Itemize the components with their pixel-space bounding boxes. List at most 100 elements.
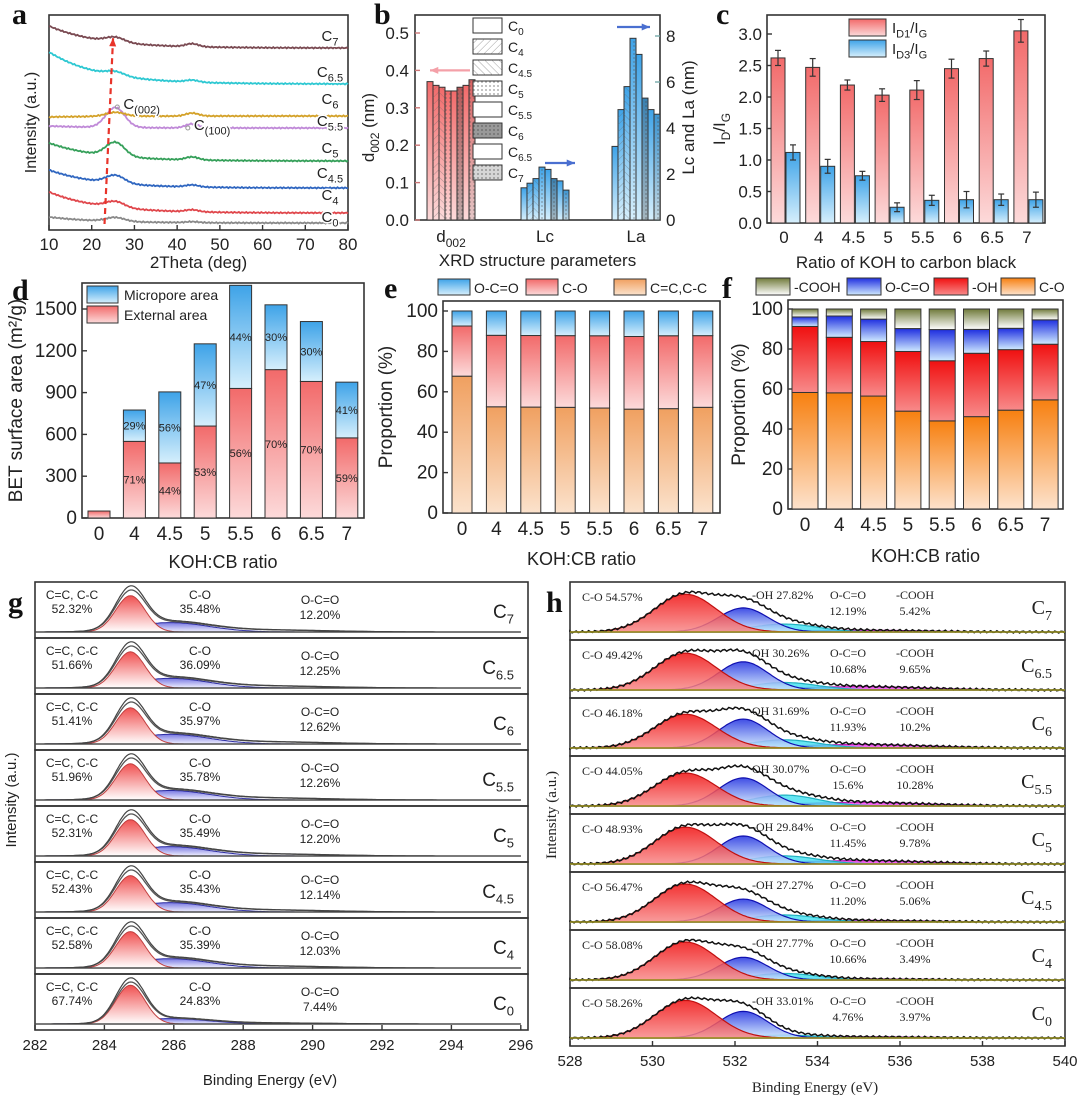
y-tick-label: 20 <box>417 463 438 484</box>
peak-name-oco: O-C=O <box>301 985 339 999</box>
segment-percent-label: 56% <box>230 448 252 460</box>
sample-label: C4.5 <box>482 882 514 907</box>
peak-name-cc: C=C, C-C <box>46 924 99 938</box>
y-tick-label: 1.0 <box>738 151 762 170</box>
y-tick-label: 0.5 <box>738 183 762 202</box>
y-tick-right: 2 <box>666 165 675 184</box>
segment-percent-label: 44% <box>230 332 252 344</box>
x-tick-label: 284 <box>92 1037 117 1054</box>
segment-percent-label: 30% <box>265 332 287 344</box>
stack-segment <box>1031 308 1059 321</box>
y-tick-left: 0.0 <box>385 211 409 230</box>
legend-swatch <box>1000 277 1036 296</box>
bar-pattern <box>433 85 439 220</box>
stack-segment <box>692 310 714 337</box>
legend-label: ID1/IG <box>892 20 927 41</box>
series-label: C0 <box>322 209 339 230</box>
y-axis-title-left: d002 (nm) <box>359 93 382 162</box>
xrd-curve <box>48 169 349 190</box>
x-tick-label: 290 <box>300 1037 325 1054</box>
bar-id1-ig <box>944 68 959 224</box>
peak-percent-oco: 12.25% <box>300 664 341 678</box>
segment-percent-label: 47% <box>194 380 216 392</box>
stack-segment <box>1031 399 1059 510</box>
series-label: C4.5 <box>317 165 343 186</box>
x-axis-title: KOH:CB ratio <box>168 552 277 572</box>
legend-swatch <box>613 278 647 296</box>
peak-name-oco: O-C=O <box>301 705 339 719</box>
peak-name-cooh: -COOH <box>896 878 934 892</box>
bar-pattern <box>618 109 624 220</box>
peak-label-oh: -OH 27.82% <box>752 588 813 602</box>
stack-segment <box>657 310 679 337</box>
stack-segment <box>520 406 542 514</box>
x-tick-label: 70 <box>296 235 315 254</box>
peak-percent-oco: 7.44% <box>303 1000 337 1014</box>
sample-label: C5.5 <box>482 770 514 795</box>
y-tick-label: 0 <box>66 508 77 529</box>
stack-segment <box>193 343 217 427</box>
bar-La <box>611 145 619 221</box>
x-tick-label: 50 <box>210 235 229 254</box>
x-axis-title: Binding Energy (eV) <box>752 1080 878 1096</box>
stack-segment <box>860 341 888 397</box>
y-tick-label: 2.0 <box>738 88 762 107</box>
raw-spectrum <box>35 865 521 913</box>
x-axis-title: KOH:CB ratio <box>871 546 980 566</box>
sample-label: C0 <box>493 994 514 1019</box>
stack-segment <box>623 335 645 410</box>
y-tick-label: 900 <box>45 383 77 404</box>
x-tick-label: 0 <box>779 228 788 247</box>
spectrum-strip <box>34 973 529 1031</box>
x-tick-label: 538 <box>970 1053 995 1070</box>
x-tick-label: 60 <box>253 235 272 254</box>
sample-label: C6 <box>493 714 514 739</box>
peak-name-oco: O-C=O <box>301 761 339 775</box>
stack-segment <box>87 510 111 519</box>
stack-segment <box>1031 343 1059 401</box>
x-axis-title: Binding Energy (eV) <box>203 1072 337 1089</box>
peak-percent-cc: 52.58% <box>52 938 93 952</box>
peak-name-oco: O-C=O <box>301 593 339 607</box>
raw-spectrum <box>569 648 1065 692</box>
la-axis-arrow-head <box>641 23 650 31</box>
peak-name-oco: O-C=O <box>301 817 339 831</box>
legend-label: C5 <box>508 81 524 101</box>
legend-shade <box>473 123 502 138</box>
segment-percent-label: 29% <box>123 421 145 433</box>
y-tick-right: 8 <box>666 27 675 46</box>
sample-label: C0 <box>1032 1003 1052 1030</box>
stack-segment <box>860 318 888 343</box>
peak-percent-oco: 10.68% <box>830 662 867 676</box>
stack-segment <box>963 328 990 354</box>
stack-segment <box>623 408 645 514</box>
peak-name-oco: O-C=O <box>830 994 866 1008</box>
y-axis-title: Intensity (a.u.) <box>3 752 20 847</box>
bar-id1-ig <box>909 89 925 224</box>
peak-percent-oco: 4.76% <box>833 1010 864 1024</box>
cc-peak <box>35 819 521 857</box>
peak-percent-co: 35.49% <box>180 826 221 840</box>
stack-segment <box>928 308 956 331</box>
x-axis-title: XRD structure parameters <box>439 251 636 270</box>
stack-segment <box>963 352 990 418</box>
segment-percent-label: 53% <box>194 467 216 479</box>
legend-swatch <box>848 39 887 58</box>
x-tick-label: 4.5 <box>518 519 544 540</box>
segment-percent-label: 59% <box>336 473 358 485</box>
legend-swatch <box>525 278 559 296</box>
peak-percent-cooh: 5.42% <box>900 604 931 618</box>
legend-label: C5.5 <box>508 102 532 122</box>
peak-percent-oco: 12.03% <box>300 944 341 958</box>
segment-percent-label: 41% <box>336 405 358 417</box>
peak-percent-oco: 11.93% <box>830 720 867 734</box>
sample-label: C5 <box>493 826 514 851</box>
stack-segment <box>825 315 853 338</box>
stack-segment <box>860 395 888 510</box>
y-tick-label: 0 <box>772 499 783 520</box>
peak-name-oco: O-C=O <box>301 873 339 887</box>
bar-shade <box>469 79 475 220</box>
legend-label: O-C=O <box>474 280 519 296</box>
y-axis-title: Intensity (a.u.) <box>544 771 560 859</box>
d002-axis-arrow-head <box>430 66 439 74</box>
